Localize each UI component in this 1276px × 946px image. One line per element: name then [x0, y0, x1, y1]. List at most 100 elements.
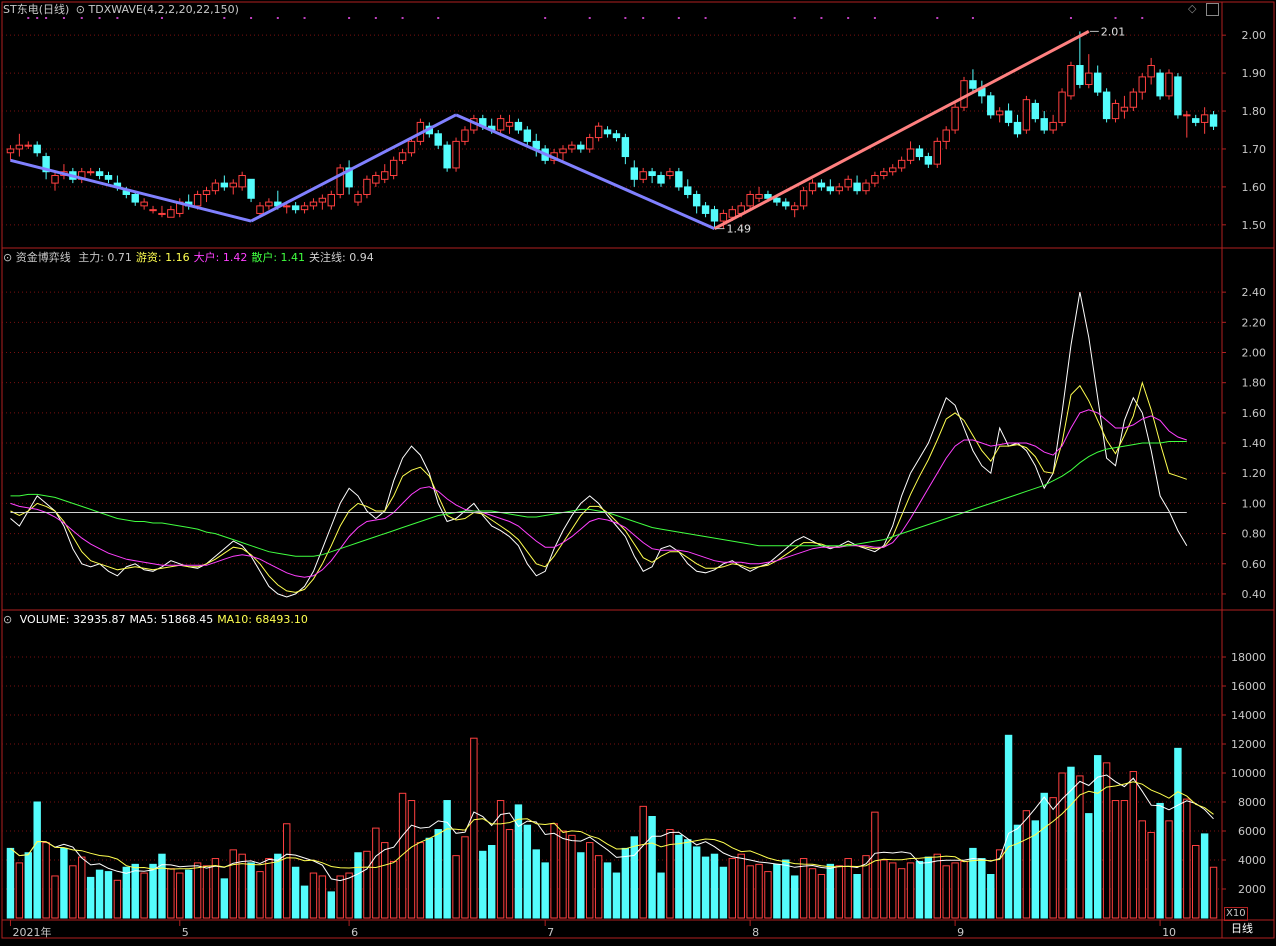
candle-body: [1022, 99, 1031, 131]
candle-body: [1013, 121, 1022, 135]
volume-bar: [603, 862, 612, 919]
signal-marker: [544, 17, 547, 19]
volume-bar: [283, 823, 291, 919]
signal-marker: [437, 17, 440, 19]
fund-legend-item: 散户: 1.41: [251, 251, 306, 264]
x-tick-label: 10: [1162, 926, 1176, 939]
candle-body: [808, 182, 817, 192]
candle-body: [906, 148, 915, 161]
candle-body: [1209, 114, 1218, 127]
candle-body: [238, 175, 246, 188]
volume-bar: [924, 856, 933, 919]
diamond-icon[interactable]: ◇: [1188, 2, 1197, 15]
volume-bar: [514, 804, 523, 919]
volume-bar: [550, 823, 558, 919]
volume-bar: [336, 875, 344, 919]
candle-body: [407, 140, 416, 154]
candle-body: [434, 133, 442, 146]
candle-body: [666, 171, 674, 177]
collapse-icon[interactable]: ⊙: [3, 251, 13, 264]
volume-bar: [398, 792, 407, 919]
maximize-icon[interactable]: [1206, 3, 1219, 16]
candle-body: [354, 193, 362, 203]
candle-body: [42, 156, 50, 173]
x-tick-label: 8: [752, 926, 759, 939]
zoom-label[interactable]: X10: [1224, 907, 1248, 921]
volume-bar: [746, 865, 754, 919]
volume-bar: [862, 855, 870, 919]
volume-bar: [639, 805, 647, 919]
candle-body: [701, 205, 710, 214]
volume-bar: [229, 849, 237, 919]
signal-marker: [820, 17, 823, 19]
volume-bar: [60, 847, 68, 919]
collapse-icon[interactable]: ⊙: [3, 613, 13, 626]
candle-body: [684, 186, 692, 195]
candle-body: [247, 178, 255, 199]
volume-bar: [586, 842, 594, 919]
candle-body: [1076, 65, 1084, 85]
volume-bar: [1040, 792, 1048, 919]
candle-body: [345, 167, 353, 188]
candle-body: [372, 175, 380, 184]
candle-body: [24, 144, 32, 147]
volume-bar: [835, 865, 843, 919]
candle-body: [443, 144, 451, 169]
volume-bar: [479, 850, 487, 919]
candle-body: [363, 178, 371, 195]
volume-bar: [1129, 771, 1138, 919]
candle-body: [149, 209, 157, 212]
fund-y-tick-label: 0.60: [1242, 558, 1267, 571]
volume-bar: [541, 862, 549, 919]
candle-body: [1138, 76, 1146, 93]
volume-bar: [755, 863, 763, 919]
candle-body: [764, 193, 772, 199]
fund-series-line: [10, 380, 1187, 593]
volume-bar: [265, 858, 273, 919]
volume-legend-item: MA10: 68493.10: [217, 613, 308, 626]
candle-body: [1067, 65, 1075, 97]
period-label[interactable]: 日线: [1231, 922, 1253, 935]
candle-body: [452, 140, 460, 169]
candle-body: [327, 193, 335, 207]
fund-series-line: [10, 292, 1188, 598]
volume-bar: [416, 842, 425, 919]
volume-bar: [719, 866, 728, 919]
candle-body: [211, 182, 220, 192]
volume-bar: [737, 853, 745, 919]
signal-marker: [1069, 17, 1072, 19]
candle-body: [639, 171, 647, 180]
candle-body: [799, 190, 808, 207]
signal-marker: [374, 17, 377, 19]
volume-bar: [1004, 734, 1013, 919]
volume-bar: [176, 872, 184, 919]
signal-marker: [348, 17, 351, 19]
signal-marker: [793, 17, 796, 19]
candle-body: [1093, 72, 1102, 93]
volume-bar: [666, 829, 674, 919]
candle-body: [603, 129, 612, 135]
candle-body: [1147, 65, 1155, 78]
volume-bar: [1138, 820, 1146, 919]
signal-marker: [873, 17, 876, 19]
candle-body: [6, 148, 15, 154]
volume-bar: [184, 869, 193, 919]
signal-marker: [704, 17, 707, 19]
candle-body: [1111, 102, 1120, 120]
volume-y-tick-label: 14000: [1231, 709, 1266, 722]
volume-bar: [568, 834, 576, 919]
fund-series-line: [10, 409, 1187, 578]
volume-bar: [354, 852, 362, 919]
candle-body: [719, 212, 728, 222]
volume-bar: [1022, 810, 1031, 919]
volume-bar: [559, 830, 567, 919]
volume-bar: [728, 858, 737, 919]
volume-ma-line: [10, 781, 1214, 870]
collapse-icon[interactable]: ⊙: [75, 3, 86, 16]
volume-y-tick-label: 12000: [1231, 738, 1266, 751]
fund-panel-title: 资金博弈线: [15, 251, 71, 264]
candle-body: [773, 197, 781, 203]
signal-marker: [250, 17, 253, 19]
